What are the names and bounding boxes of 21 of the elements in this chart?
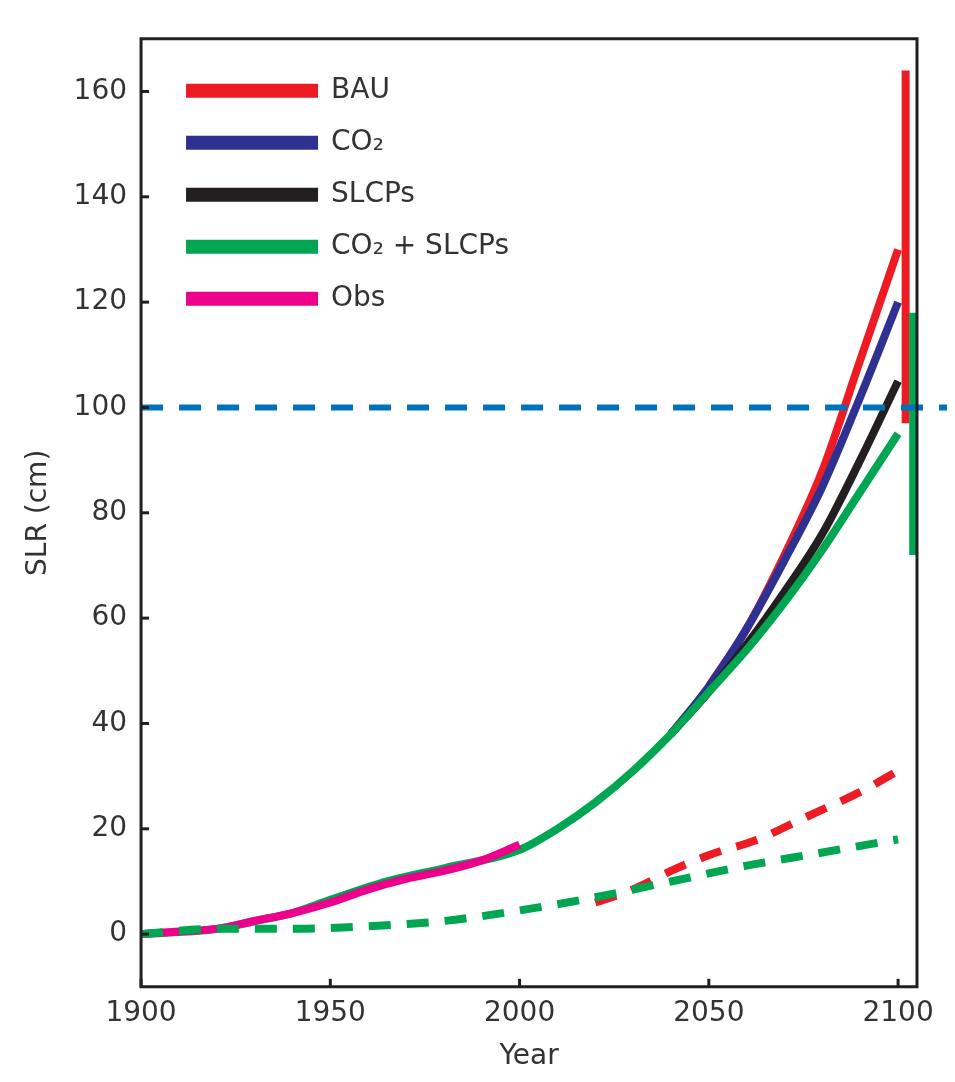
y-tick-label: 80 xyxy=(91,494,128,528)
y-tick-label: 60 xyxy=(91,599,128,633)
x-tick-label: 1950 xyxy=(294,994,366,1028)
y-tick-label: 20 xyxy=(91,810,128,844)
y-tick-label: 40 xyxy=(91,704,128,738)
y-tick-label: 120 xyxy=(73,283,128,317)
x-tick-label: 2000 xyxy=(483,994,556,1028)
x-tick-label: 2100 xyxy=(862,994,934,1028)
legend-label: BAU xyxy=(331,72,390,106)
y-tick-label: 160 xyxy=(73,72,128,106)
y-tick-label: 0 xyxy=(109,915,128,949)
x-tick-label: 2050 xyxy=(673,994,745,1028)
legend-label: CO₂ + SLCPs xyxy=(331,228,510,262)
y-tick-label: 100 xyxy=(73,388,128,422)
legend-label: CO₂ xyxy=(331,124,384,158)
legend-label: SLCPs xyxy=(331,176,415,210)
legend-label: Obs xyxy=(331,280,386,314)
x-axis-title: Year xyxy=(498,1038,560,1072)
y-axis-title: SLR (cm) xyxy=(20,449,54,576)
x-tick-label: 1900 xyxy=(105,994,177,1028)
y-tick-label: 140 xyxy=(73,178,128,212)
